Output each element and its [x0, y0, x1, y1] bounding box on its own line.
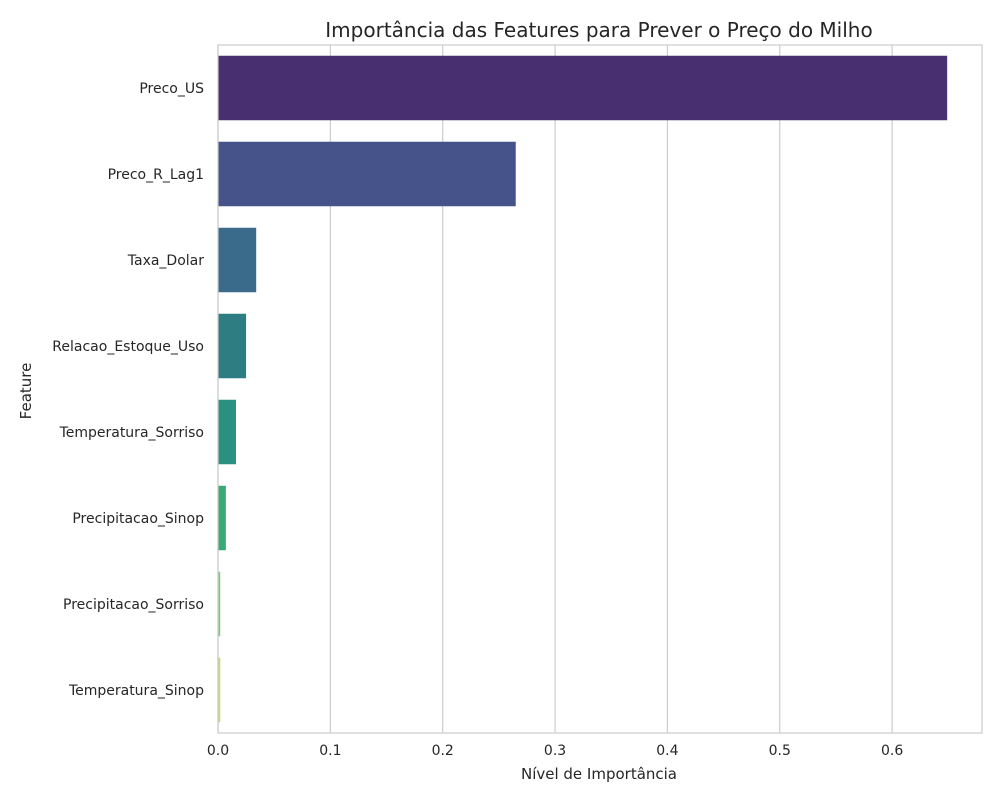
bar-precipitacao-sorriso: [218, 571, 221, 637]
bar-taxa-dolar: [218, 227, 257, 293]
y-tick-label: Temperatura_Sinop: [68, 683, 204, 699]
chart-title: Importância das Features para Prever o P…: [325, 18, 872, 42]
y-tick-label: Taxa_Dolar: [127, 253, 204, 269]
y-tick-label: Relacao_Estoque_Uso: [52, 339, 204, 355]
x-tick-label: 0.3: [544, 743, 566, 759]
y-tick-label: Preco_R_Lag1: [108, 167, 204, 183]
x-tick-label: 0.2: [432, 743, 454, 759]
plot-frame: [217, 44, 983, 734]
y-tick-label: Precipitacao_Sorriso: [63, 597, 204, 613]
y-tick-label: Temperatura_Sorriso: [59, 425, 204, 441]
y-tick-labels: Preco_US Preco_R_Lag1 Taxa_Dolar Relacao_Es…: [52, 81, 204, 699]
bar-temperatura-sinop: [218, 657, 221, 723]
bar-preco-us: [218, 55, 948, 121]
x-tick-label: 0.5: [769, 743, 791, 759]
y-axis-title: Feature: [17, 363, 35, 420]
y-tick-label: Precipitacao_Sinop: [72, 511, 204, 527]
x-tick-label: 0.0: [207, 743, 229, 759]
bar-preco-r-lag1: [218, 141, 516, 207]
x-tick-label: 0.6: [881, 743, 903, 759]
x-tick-label: 0.1: [319, 743, 341, 759]
bar-temperatura-sorriso: [218, 399, 236, 465]
y-tick-label: Preco_US: [139, 81, 204, 97]
x-tick-labels: 0.0 0.1 0.2 0.3 0.4 0.5 0.6: [207, 743, 903, 759]
bar-relacao-estoque-uso: [218, 313, 247, 379]
bars: [218, 55, 948, 723]
x-tick-label: 0.4: [656, 743, 678, 759]
x-axis-title: Nível de Importância: [521, 765, 677, 783]
bar-precipitacao-sinop: [218, 485, 226, 551]
